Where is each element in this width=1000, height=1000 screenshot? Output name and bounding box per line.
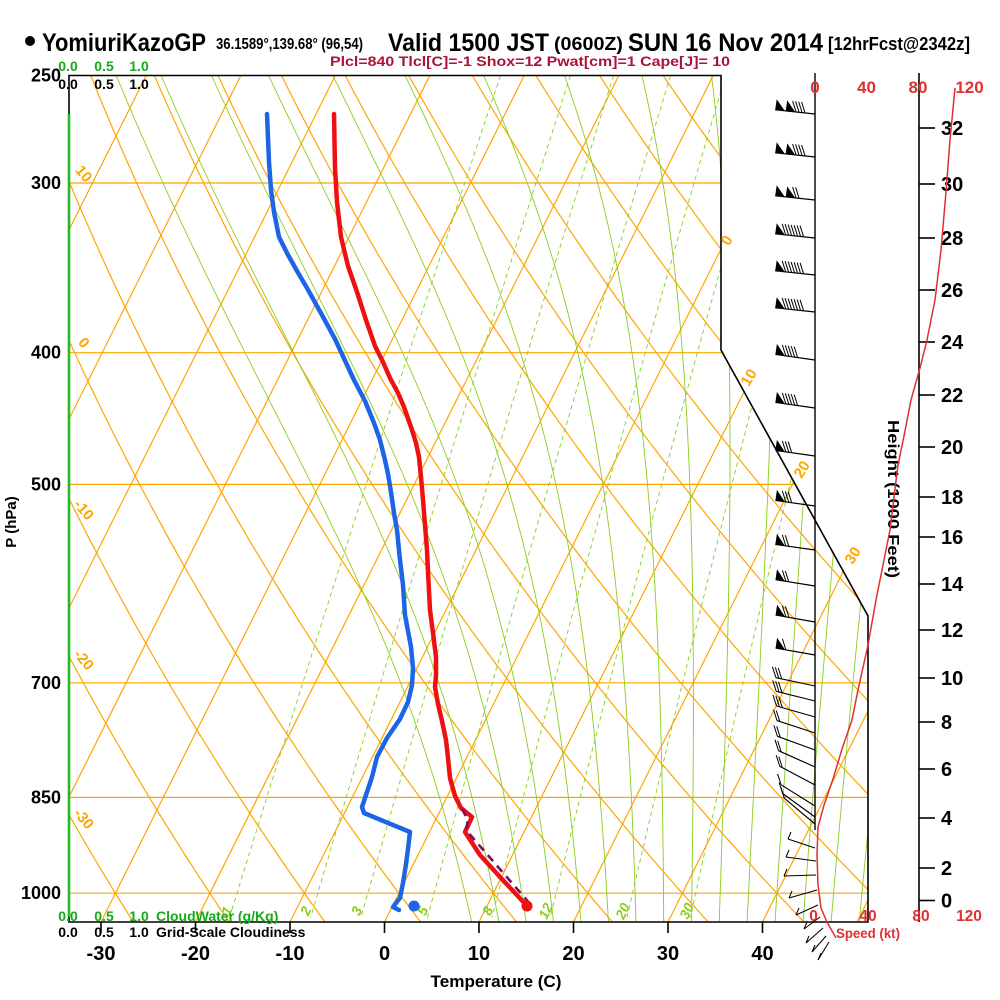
svg-text:1.0: 1.0 — [129, 76, 149, 92]
svg-text:1.0: 1.0 — [129, 924, 149, 940]
svg-text:16: 16 — [941, 527, 963, 549]
svg-text:40: 40 — [857, 78, 876, 97]
svg-text:80: 80 — [909, 78, 928, 97]
svg-text:2: 2 — [941, 858, 952, 880]
svg-text:-20: -20 — [181, 943, 210, 965]
svg-text:10: 10 — [941, 668, 963, 690]
svg-text:Valid 1500 JST: Valid 1500 JST — [388, 29, 549, 57]
svg-text:10: 10 — [738, 366, 761, 389]
svg-text:26: 26 — [941, 280, 963, 302]
svg-text:1.0: 1.0 — [129, 908, 149, 924]
svg-text:80: 80 — [912, 908, 929, 925]
svg-text:30: 30 — [657, 943, 679, 965]
svg-text:0: 0 — [941, 891, 952, 913]
svg-text:850: 850 — [31, 787, 61, 807]
svg-text:CloudWater (g/Kg): CloudWater (g/Kg) — [156, 908, 278, 924]
svg-text:32: 32 — [941, 118, 963, 140]
svg-text:0.0: 0.0 — [58, 924, 78, 940]
svg-text:0.5: 0.5 — [94, 58, 114, 74]
svg-text:0.5: 0.5 — [94, 924, 114, 940]
svg-text:22: 22 — [941, 385, 963, 407]
svg-text:300: 300 — [31, 173, 61, 193]
svg-text:Grid-Scale Cloudiness: Grid-Scale Cloudiness — [156, 924, 306, 940]
svg-text:-10: -10 — [276, 943, 305, 965]
svg-text:P (hPa): P (hPa) — [3, 496, 20, 547]
svg-text:0.5: 0.5 — [94, 76, 114, 92]
svg-text:Speed (kt): Speed (kt) — [836, 926, 900, 941]
svg-text:250: 250 — [31, 66, 61, 86]
svg-text:0: 0 — [809, 908, 818, 925]
svg-text:30: 30 — [842, 544, 865, 567]
svg-text:Temperature (C): Temperature (C) — [431, 972, 562, 991]
svg-text:8: 8 — [941, 712, 952, 734]
svg-text:700: 700 — [31, 673, 61, 693]
svg-text:0.0: 0.0 — [58, 58, 78, 74]
svg-text:28: 28 — [941, 228, 963, 250]
svg-text:120: 120 — [955, 78, 983, 97]
svg-text:0: 0 — [810, 78, 819, 97]
svg-text:10: 10 — [468, 943, 490, 965]
svg-text:14: 14 — [941, 574, 964, 596]
svg-text:[12hrFcst@2342z]: [12hrFcst@2342z] — [828, 34, 970, 54]
svg-text:18: 18 — [941, 487, 963, 509]
svg-text:12: 12 — [941, 620, 963, 642]
svg-text:(0600Z): (0600Z) — [554, 34, 623, 54]
svg-text:12: 12 — [535, 900, 556, 921]
svg-text:6: 6 — [941, 759, 952, 781]
svg-text:20: 20 — [941, 437, 963, 459]
svg-text:20: 20 — [791, 458, 814, 481]
svg-text:30: 30 — [941, 174, 963, 196]
svg-text:YomiuriKazoGP: YomiuriKazoGP — [42, 29, 206, 57]
svg-text:36.1589°,139.68° (96,54): 36.1589°,139.68° (96,54) — [216, 36, 363, 53]
svg-text:1000: 1000 — [21, 883, 61, 903]
svg-text:0.0: 0.0 — [58, 908, 78, 924]
svg-text:500: 500 — [31, 474, 61, 494]
svg-text:0.0: 0.0 — [58, 76, 78, 92]
svg-text:Plcl=840 Tlcl[C]=-1 Shox=12 Pw: Plcl=840 Tlcl[C]=-1 Shox=12 Pwat[cm]=1 C… — [330, 53, 730, 69]
svg-text:400: 400 — [31, 343, 61, 363]
svg-text:4: 4 — [941, 808, 953, 830]
svg-text:Height (1000 Feet): Height (1000 Feet) — [884, 420, 901, 578]
svg-text:1.0: 1.0 — [129, 58, 149, 74]
svg-text:-30: -30 — [87, 943, 116, 965]
svg-text:0: 0 — [379, 943, 390, 965]
svg-text:20: 20 — [562, 943, 584, 965]
svg-text:0.5: 0.5 — [94, 908, 114, 924]
svg-text:24: 24 — [941, 332, 964, 354]
svg-text:40: 40 — [751, 943, 773, 965]
svg-text:20: 20 — [612, 900, 634, 922]
svg-text:40: 40 — [859, 908, 876, 925]
svg-text:120: 120 — [956, 908, 982, 925]
svg-text:SUN 16 Nov 2014: SUN 16 Nov 2014 — [628, 29, 823, 57]
svg-text:30: 30 — [676, 900, 697, 921]
